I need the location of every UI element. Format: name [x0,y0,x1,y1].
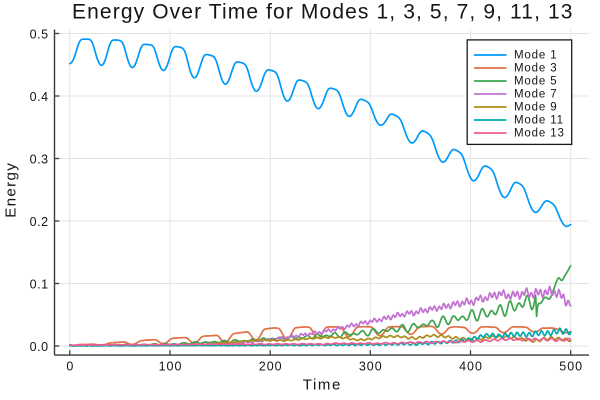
svg-text:100: 100 [159,360,183,374]
svg-text:Mode 3: Mode 3 [514,63,557,75]
svg-text:0: 0 [66,360,74,374]
svg-text:0.1: 0.1 [30,278,49,292]
svg-text:0.5: 0.5 [30,28,49,42]
svg-text:Energy: Energy [2,162,19,218]
svg-text:0.0: 0.0 [30,340,49,354]
svg-text:Energy Over Time for Modes 1,: Energy Over Time for Modes 1, 3, 5, 7, 9… [72,1,574,24]
svg-text:0.3: 0.3 [30,153,49,167]
svg-text:Mode 7: Mode 7 [514,89,557,101]
svg-text:Mode 11: Mode 11 [514,115,564,127]
svg-text:0.2: 0.2 [30,215,49,229]
svg-text:300: 300 [359,360,383,374]
svg-text:400: 400 [459,360,483,374]
svg-text:Mode 13: Mode 13 [514,128,565,140]
svg-text:Time: Time [303,377,342,394]
svg-text:Mode 1: Mode 1 [514,50,557,62]
svg-text:Mode 9: Mode 9 [514,102,557,114]
svg-text:500: 500 [559,360,583,374]
svg-text:200: 200 [259,360,283,374]
svg-text:0.4: 0.4 [30,90,49,104]
svg-text:Mode 5: Mode 5 [514,76,557,88]
